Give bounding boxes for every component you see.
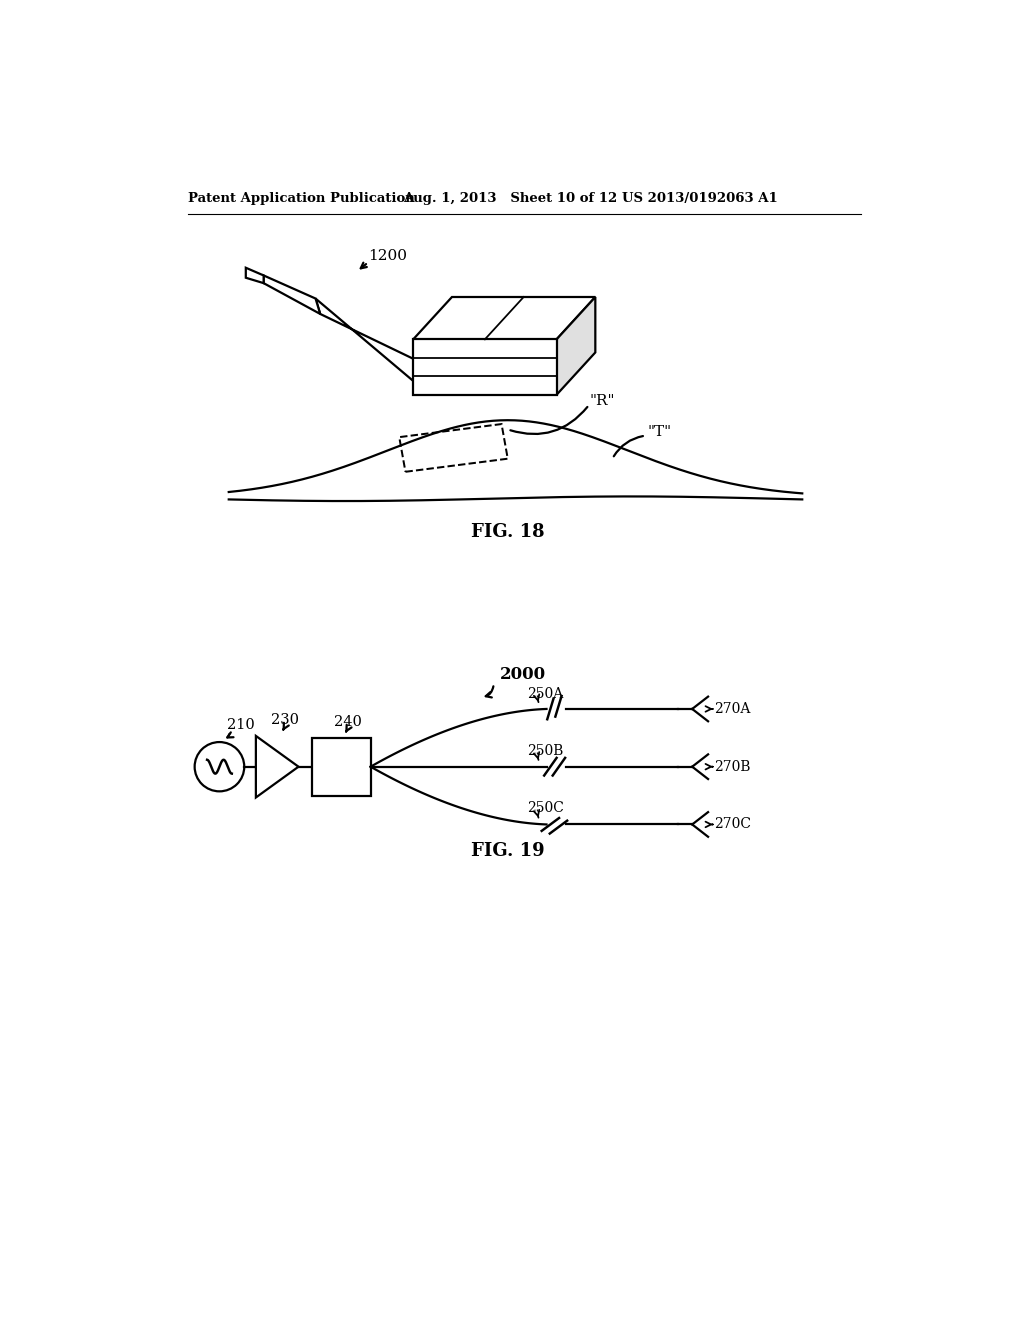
Polygon shape — [414, 339, 557, 395]
Text: 240: 240 — [334, 715, 361, 730]
Text: 250C: 250C — [527, 800, 564, 814]
Text: "T": "T" — [647, 425, 672, 438]
Polygon shape — [263, 276, 321, 314]
Text: 270B: 270B — [715, 760, 751, 774]
Text: 230: 230 — [271, 714, 299, 727]
Text: 270A: 270A — [715, 702, 751, 715]
Text: 250B: 250B — [527, 744, 563, 758]
Text: 210: 210 — [227, 718, 255, 733]
Polygon shape — [315, 298, 414, 381]
Polygon shape — [256, 737, 299, 797]
Text: 270C: 270C — [715, 817, 752, 832]
Polygon shape — [228, 420, 802, 502]
Bar — [312, 738, 371, 796]
Text: Aug. 1, 2013   Sheet 10 of 12: Aug. 1, 2013 Sheet 10 of 12 — [403, 191, 617, 205]
Text: "R": "R" — [589, 393, 614, 408]
Text: Patent Application Publication: Patent Application Publication — [188, 191, 415, 205]
Text: US 2013/0192063 A1: US 2013/0192063 A1 — [623, 191, 778, 205]
Text: FIG. 18: FIG. 18 — [471, 523, 545, 541]
Circle shape — [195, 742, 245, 792]
Polygon shape — [246, 268, 263, 284]
Polygon shape — [557, 297, 595, 395]
Polygon shape — [414, 297, 595, 339]
Text: FIG. 19: FIG. 19 — [471, 842, 545, 861]
Text: 2000: 2000 — [500, 665, 546, 682]
Text: 1200: 1200 — [369, 249, 408, 263]
Text: 250A: 250A — [527, 686, 563, 701]
